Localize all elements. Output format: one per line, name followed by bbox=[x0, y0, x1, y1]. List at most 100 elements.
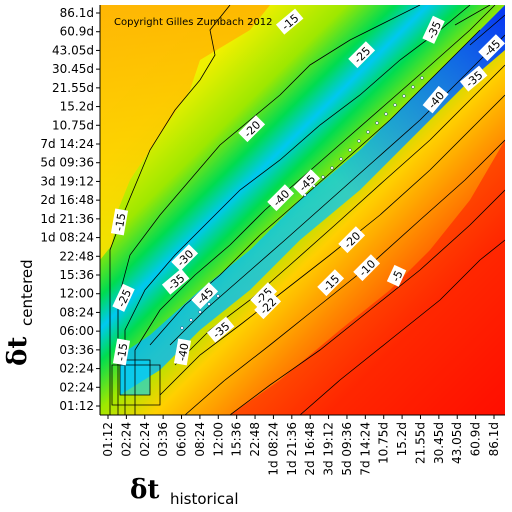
ridge-dot bbox=[303, 193, 307, 197]
contour-label-bg bbox=[112, 338, 131, 366]
x-tick-label: 10.75d bbox=[377, 422, 391, 464]
ridge-dot-markers bbox=[180, 76, 424, 330]
contour-label-bg bbox=[161, 268, 190, 295]
contour-line bbox=[184, 139, 505, 415]
heatmap-upper-yellow-region bbox=[100, 5, 270, 260]
contour-line bbox=[117, 5, 421, 415]
y-tick-label: 01:12 bbox=[59, 399, 94, 413]
y-axis: 01:12 02:24 02:24 03:36 06:00 08:24 12:00 15:36… bbox=[40, 5, 101, 415]
contour-line bbox=[299, 239, 505, 415]
y-tick-label: 86.1d bbox=[60, 6, 94, 20]
ridge-dot bbox=[321, 175, 325, 179]
contour-label-bg bbox=[173, 338, 192, 366]
x-tick-label: 15.2d bbox=[395, 422, 409, 456]
ridge-dot bbox=[402, 94, 406, 98]
y-tick-label: 03:36 bbox=[59, 343, 94, 357]
ridge-dot bbox=[312, 184, 316, 188]
y-axis-title-symbol: δt bbox=[3, 337, 33, 366]
y-tick-label: 02:24 bbox=[59, 362, 94, 376]
contour-label-text: -15 bbox=[113, 212, 129, 232]
ridge-dot bbox=[330, 166, 334, 170]
y-tick-label: 7d 14:24 bbox=[40, 137, 94, 151]
ridge-dot bbox=[348, 148, 352, 152]
ridge-dot bbox=[198, 310, 202, 314]
x-tick-label: 30.45d bbox=[432, 422, 446, 464]
x-axis-title-subscript: historical bbox=[170, 490, 239, 508]
contour-line bbox=[124, 5, 471, 415]
x-tick-label: 5d 09:36 bbox=[340, 422, 354, 476]
x-tick-label: 03:36 bbox=[156, 422, 170, 457]
y-tick-label: 08:24 bbox=[59, 305, 94, 319]
contour-label-text: -15 bbox=[115, 342, 131, 362]
contour-label-bg bbox=[353, 254, 381, 282]
contour-line bbox=[109, 5, 231, 415]
x-axis-title: δt historical bbox=[130, 475, 239, 508]
x-tick-label: 1d 21:36 bbox=[285, 422, 299, 476]
contour-label-bg bbox=[238, 115, 266, 143]
contour-label-bg bbox=[206, 316, 235, 343]
y-tick-label: 12:00 bbox=[59, 287, 94, 301]
contour-label-bg bbox=[317, 269, 345, 297]
contour-label-bg bbox=[459, 65, 488, 92]
heatmap-ridge-region bbox=[120, 5, 505, 395]
y-tick-label: 15:36 bbox=[59, 268, 94, 282]
x-axis: 01:12 02:24 02:24 03:36 06:00 08:24 12:00 15:36… bbox=[100, 414, 505, 476]
contour-label-bg bbox=[338, 226, 366, 254]
x-tick-label: 15:36 bbox=[230, 422, 244, 457]
y-tick-label: 5d 09:36 bbox=[40, 156, 94, 170]
contour-label-bg bbox=[191, 282, 219, 310]
ridge-dot bbox=[189, 318, 193, 322]
y-axis-title-subscript: centered bbox=[18, 259, 36, 326]
ridge-dot bbox=[180, 326, 184, 330]
contour-label-bg bbox=[110, 208, 129, 236]
x-tick-label: 1d 08:24 bbox=[266, 422, 280, 476]
x-tick-label: 02:24 bbox=[138, 422, 152, 457]
y-tick-label: 21.55d bbox=[52, 81, 94, 95]
ridge-dot bbox=[366, 130, 370, 134]
y-tick-label: 02:24 bbox=[59, 380, 94, 394]
contour-line bbox=[454, 5, 505, 46]
ridge-dot bbox=[384, 112, 388, 116]
contour-line bbox=[111, 364, 161, 406]
x-tick-label: 02:24 bbox=[119, 422, 133, 457]
plot-area bbox=[100, 5, 505, 415]
y-tick-label: 15.2d bbox=[60, 100, 94, 114]
contour-label-text: -5 bbox=[389, 268, 405, 283]
x-tick-label: 43.05d bbox=[450, 422, 464, 464]
ridge-dot bbox=[357, 139, 361, 143]
ridge-dot bbox=[393, 103, 397, 107]
x-tick-label: 21.55d bbox=[413, 422, 427, 464]
y-tick-label: 10.75d bbox=[52, 118, 94, 132]
x-tick-label: 7d 14:24 bbox=[358, 422, 372, 476]
y-tick-label: 2d 16:48 bbox=[40, 193, 94, 207]
x-tick-group: 01:12 02:24 02:24 03:36 06:00 08:24 12:00 15:36… bbox=[101, 415, 501, 476]
contour-line bbox=[119, 359, 151, 396]
contour-label-bg bbox=[293, 169, 321, 197]
y-tick-label: 06:00 bbox=[59, 324, 94, 338]
x-tick-label: 22:48 bbox=[248, 422, 262, 457]
copyright-notice: Copyright Gilles Zumbach 2012 bbox=[114, 17, 273, 28]
contour-label-bg bbox=[250, 282, 278, 310]
x-tick-label: 12:00 bbox=[211, 422, 225, 457]
contour-label-text: -40 bbox=[176, 342, 192, 362]
x-tick-label: 86.1d bbox=[487, 422, 501, 456]
heatmap-lower-red-region bbox=[230, 140, 505, 415]
contour-label-bg bbox=[386, 264, 407, 287]
contour-label: -40 bbox=[173, 338, 192, 366]
x-tick-label: 60.9d bbox=[469, 422, 483, 456]
x-tick-label: 3d 19:12 bbox=[322, 422, 336, 476]
y-tick-label: 1d 08:24 bbox=[40, 231, 94, 245]
contour-label: -15 bbox=[112, 338, 131, 366]
contour-label-bg bbox=[254, 292, 282, 320]
y-tick-label: 22:48 bbox=[59, 249, 94, 263]
contour-label-bg bbox=[348, 41, 376, 69]
contour-label: -5 bbox=[386, 264, 407, 287]
y-axis-title: δt centered bbox=[3, 259, 36, 366]
ridge-dot bbox=[339, 157, 343, 161]
contour-line bbox=[229, 189, 505, 415]
x-axis-title-symbol: δt bbox=[130, 475, 159, 505]
y-tick-label: 30.45d bbox=[52, 62, 94, 76]
contour-label-bg bbox=[422, 15, 445, 44]
contour-label-bg bbox=[267, 184, 295, 212]
x-tick-label: 2d 16:48 bbox=[303, 422, 317, 476]
